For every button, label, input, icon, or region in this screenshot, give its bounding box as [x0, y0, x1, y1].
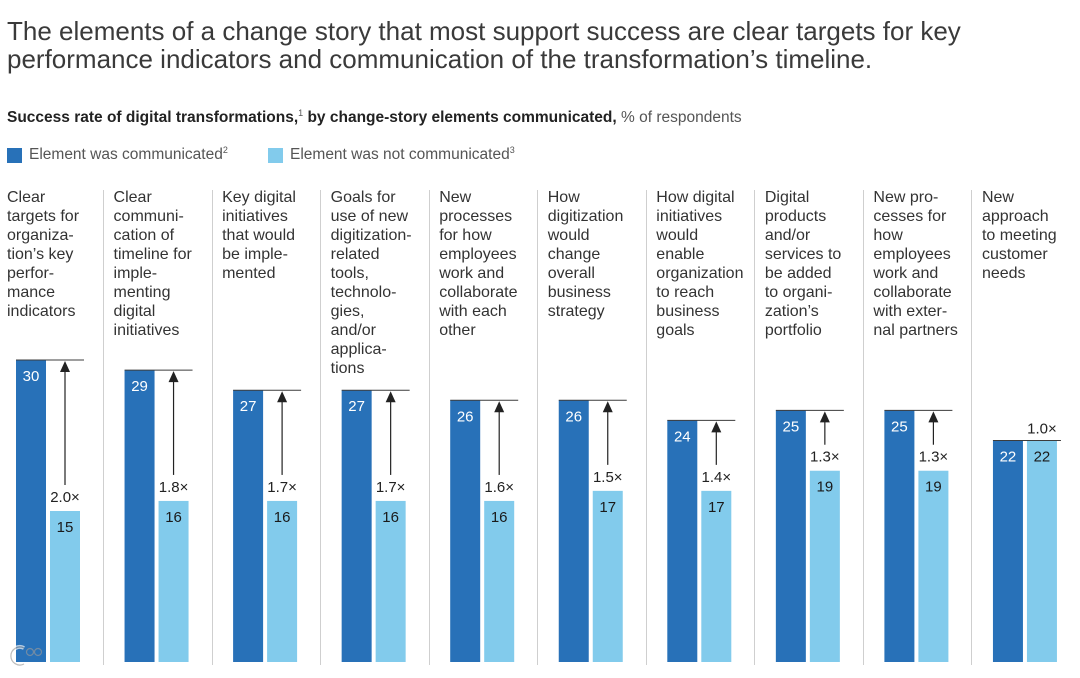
category-label: Digital products and/or services to be a…	[764, 189, 842, 339]
watermark-logo	[8, 645, 43, 667]
category-label: New pro- cesses for how employees work a…	[873, 189, 958, 339]
bar-communicated	[884, 410, 915, 662]
value-label-communicated: 29	[131, 378, 148, 395]
bar-communicated	[667, 420, 698, 662]
legend-text-communicated: Element was communicated2	[29, 145, 228, 165]
value-label-communicated: 22	[1000, 449, 1017, 466]
category-label: How digitization would change overall bu…	[547, 189, 624, 320]
ratio-arrow-head	[928, 411, 939, 423]
legend-swatch-communicated	[7, 147, 22, 163]
value-label-communicated: 26	[565, 408, 582, 425]
bar-communicated	[124, 370, 155, 662]
ratio-label: 1.3×	[919, 449, 949, 466]
subtitle-metric: Success rate of digital transformations,	[7, 109, 299, 126]
bar-not-communicated	[592, 490, 623, 662]
legend-text-not-communicated: Element was not communicated3	[290, 145, 515, 165]
value-label-not-communicated: 22	[1034, 449, 1051, 466]
legend-item-not-communicated: Element was not communicated3	[268, 145, 515, 165]
ratio-label: 1.6×	[484, 479, 514, 496]
bar-not-communicated	[918, 470, 949, 662]
value-label-communicated: 25	[783, 418, 800, 435]
value-label-not-communicated: 15	[57, 519, 74, 536]
legend-item-communicated: Element was communicated2	[7, 145, 228, 165]
value-label-communicated: 30	[23, 368, 40, 385]
category-label: How digital initiatives would enable org…	[656, 189, 744, 339]
subtitle-unit: % of respondents	[621, 109, 742, 126]
category-label: Clear targets for organiza- tion’s key p…	[7, 189, 80, 320]
ratio-label: 1.7×	[267, 479, 297, 496]
value-label-communicated: 27	[240, 398, 257, 415]
category-label: Clear communi- cation of timeline for im…	[113, 189, 192, 339]
value-label-communicated: 26	[457, 408, 474, 425]
bar-not-communicated	[809, 470, 840, 662]
category-label: Goals for use of new digitization- relat…	[330, 189, 412, 377]
category-label: New approach to meeting customer needs	[981, 189, 1057, 282]
value-label-not-communicated: 17	[708, 499, 725, 516]
value-label-not-communicated: 17	[599, 499, 616, 516]
bar-not-communicated	[158, 500, 189, 662]
value-label-not-communicated: 16	[491, 509, 508, 526]
legend-footnote-marker: 3	[509, 144, 515, 155]
legend-footnote-marker: 2	[222, 144, 228, 155]
ratio-label: 1.8×	[159, 479, 189, 496]
bar-communicated	[775, 410, 806, 662]
ratio-label: 1.0×	[1027, 421, 1057, 438]
value-label-not-communicated: 16	[382, 509, 399, 526]
bar-communicated	[558, 400, 589, 662]
bar-not-communicated	[1026, 440, 1057, 662]
subtitle-footnote-marker: 1	[298, 107, 304, 118]
bar-not-communicated	[267, 500, 298, 662]
ratio-label: 1.4×	[701, 469, 731, 486]
value-label-not-communicated: 16	[165, 509, 182, 526]
bar-communicated	[233, 390, 264, 662]
bar-communicated	[341, 390, 372, 662]
category-label: Key digital initiatives that would be im…	[222, 189, 296, 282]
bar-communicated	[16, 360, 46, 662]
ratio-arrow-head	[168, 371, 179, 383]
ratio-arrow-head	[711, 421, 722, 433]
category-label: New processes for how employees work and…	[439, 189, 518, 339]
bar-communicated	[450, 400, 481, 662]
chart-subtitle: Success rate of digital transformations,…	[7, 108, 742, 128]
ratio-arrow-head	[60, 361, 70, 372]
legend-label-not-communicated: Element was not communicated	[290, 146, 510, 163]
value-label-communicated: 24	[674, 428, 691, 445]
bar-not-communicated	[50, 511, 80, 662]
ratio-arrow-head	[277, 391, 288, 403]
chart-title: The elements of a change story that most…	[7, 16, 961, 74]
bar-not-communicated	[375, 500, 406, 662]
ratio-arrow-head	[602, 401, 613, 413]
bar-communicated	[992, 440, 1023, 662]
bar-not-communicated	[701, 490, 732, 662]
ratio-label: 1.3×	[810, 449, 840, 466]
bar-not-communicated	[484, 500, 515, 662]
ratio-label: 1.5×	[593, 469, 623, 486]
ratio-arrow-head	[819, 411, 830, 423]
legend-label-communicated: Element was communicated	[29, 146, 223, 163]
value-label-not-communicated: 19	[817, 479, 834, 496]
value-label-communicated: 25	[891, 418, 908, 435]
ratio-arrow-head	[385, 391, 396, 403]
ratio-arrow-head	[494, 401, 505, 413]
legend-swatch-not-communicated	[268, 147, 283, 163]
value-label-not-communicated: 16	[274, 509, 291, 526]
subtitle-breakdown: by change-story elements communicated,	[307, 109, 617, 126]
ratio-label: 1.7×	[376, 479, 406, 496]
value-label-communicated: 27	[348, 398, 365, 415]
ratio-label: 2.0×	[50, 489, 80, 506]
value-label-not-communicated: 19	[925, 479, 942, 496]
